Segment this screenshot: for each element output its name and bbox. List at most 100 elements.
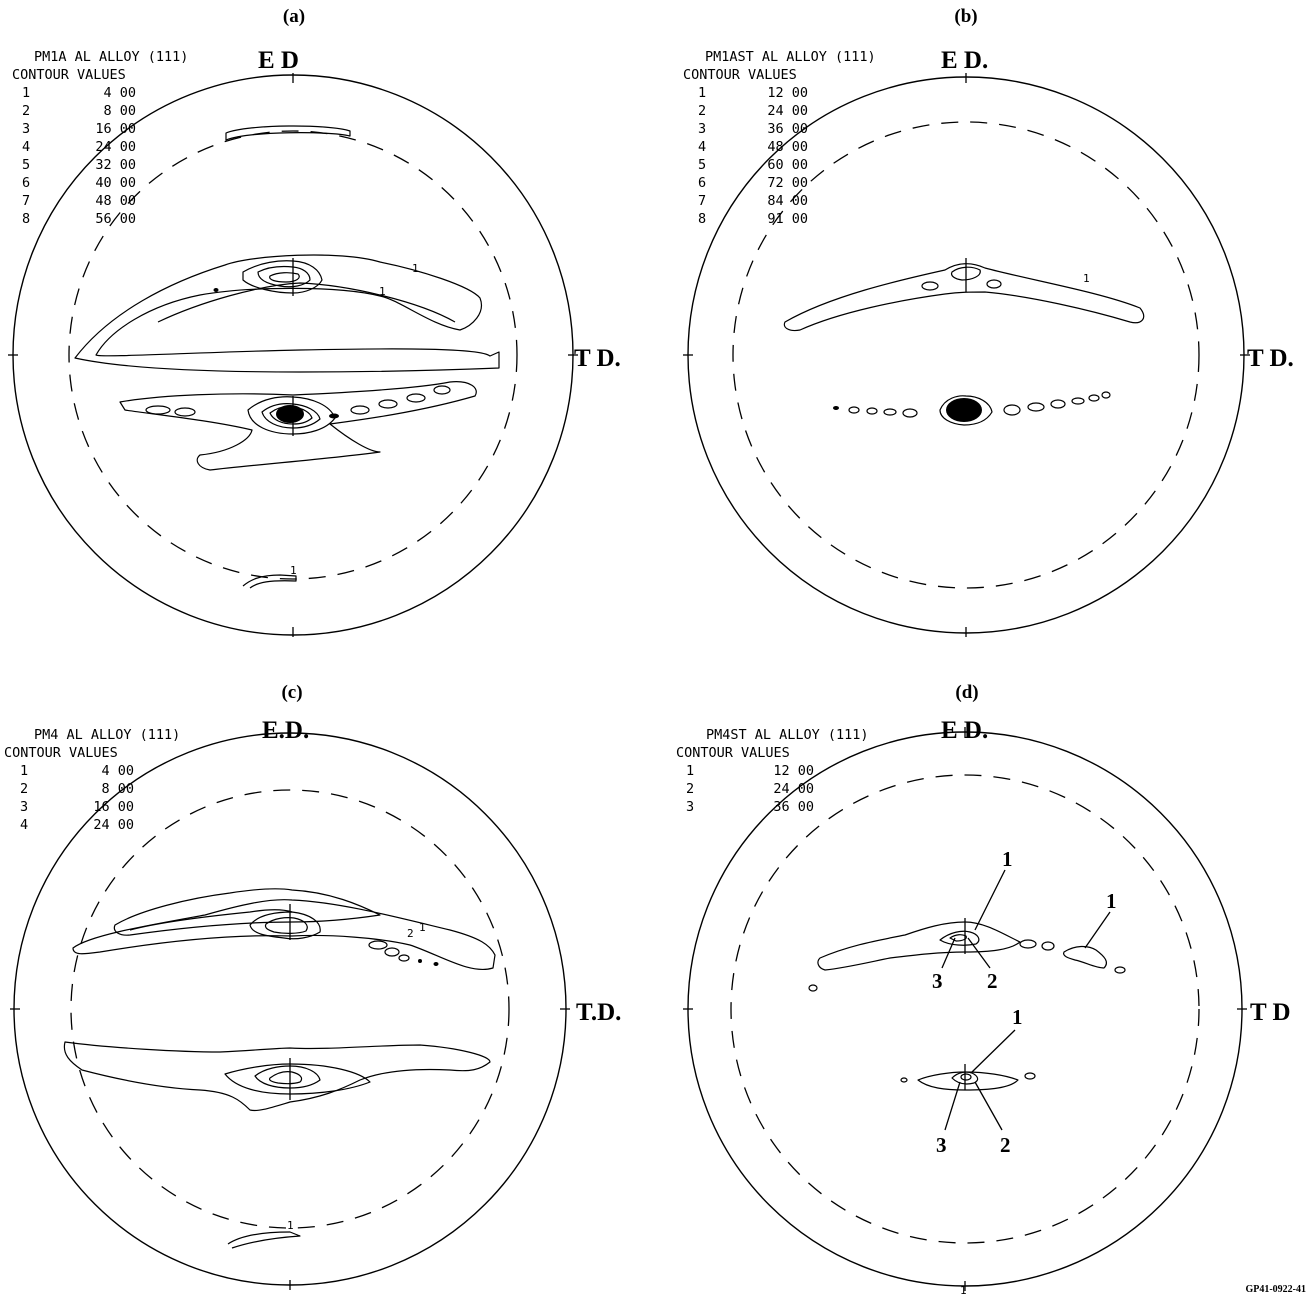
panel-a: (a) E D T D. PM1A AL ALLOY (111) CONTOUR… <box>8 6 621 637</box>
contour-peak <box>418 959 422 963</box>
contour-level: 8 <box>698 211 706 227</box>
callouts-d: 1 1 3 2 1 3 2 <box>932 847 1117 1157</box>
contour-mark: 1 <box>419 921 426 934</box>
contour-value: 36 00 <box>767 121 808 137</box>
contour-mark: 2 <box>407 927 414 940</box>
contour-level: 3 <box>698 121 706 137</box>
contour-mark: 1 <box>960 1284 967 1296</box>
contour-mark: 1 <box>412 262 419 275</box>
contour-line <box>817 921 1021 971</box>
contour-level: 6 <box>22 175 30 191</box>
contour-level: 4 <box>20 817 28 833</box>
callout-leader <box>941 937 956 969</box>
contour-level: 1 <box>698 85 706 101</box>
contour-line <box>242 260 323 294</box>
contour-line <box>1114 966 1126 974</box>
contour-peak <box>833 406 839 410</box>
contour-value: 4 00 <box>103 85 136 101</box>
contour-line <box>939 930 980 946</box>
contour-table-a: 1 4 00 2 8 00 3 16 00 4 24 00 5 32 00 6 … <box>22 85 136 227</box>
contour-line <box>227 1231 301 1249</box>
contour-line <box>883 408 897 416</box>
contour-value: 36 00 <box>773 799 814 815</box>
contour-line <box>1003 404 1021 416</box>
contour-value: 40 00 <box>95 175 136 191</box>
contour-line <box>157 282 456 323</box>
contour-line <box>268 1071 303 1085</box>
contour-value: 48 00 <box>767 139 808 155</box>
contour-line <box>960 1073 972 1081</box>
contour-table-c: 1 4 00 2 8 00 3 16 00 4 24 00 <box>20 763 134 833</box>
contour-line <box>254 1065 321 1089</box>
contour-level: 2 <box>22 103 30 119</box>
contour-line <box>74 254 500 373</box>
contours-b: 1 <box>783 258 1145 426</box>
contour-line <box>119 381 477 471</box>
callout-leader <box>967 937 991 969</box>
contour-line <box>129 909 293 931</box>
dashed-circle-a <box>68 130 518 580</box>
contour-level: 2 <box>686 781 694 797</box>
callout-leader <box>974 869 1006 931</box>
contour-line <box>939 395 993 426</box>
contour-value: 8 00 <box>103 103 136 119</box>
contour-line <box>783 263 1145 332</box>
axis-label-ed-b: E D. <box>941 47 988 74</box>
contours-a: 1 1 1 <box>74 125 500 589</box>
contour-line <box>249 911 321 940</box>
contour-mark: 1 <box>290 564 297 577</box>
contour-level: 3 <box>22 121 30 137</box>
contour-value: 8 00 <box>101 781 134 797</box>
contour-level: 4 <box>22 139 30 155</box>
contour-table-b: 1 12 00 2 24 00 3 36 00 4 48 00 5 60 00 … <box>698 85 808 227</box>
contour-line <box>269 272 300 283</box>
contour-level: 1 <box>20 763 28 779</box>
contour-line <box>257 265 311 288</box>
axis-label-td-d: T D <box>1250 999 1291 1026</box>
contour-line <box>951 1071 979 1085</box>
contour-line <box>63 1041 491 1112</box>
axis-label-ed-d: E D. <box>941 717 988 744</box>
pole-circle-c <box>13 732 567 1286</box>
contour-value: 84 00 <box>767 193 808 209</box>
contour-value: 24 00 <box>767 103 808 119</box>
callout-label: 3 <box>932 969 943 993</box>
contour-value: 12 00 <box>767 85 808 101</box>
contour-level: 5 <box>22 157 30 173</box>
dashed-circle-b <box>732 121 1200 589</box>
contour-line <box>225 125 351 141</box>
contour-level: 1 <box>22 85 30 101</box>
panel-c: (c) E.D. T.D. PM4 AL ALLOY (111) CONTOUR… <box>4 682 621 1290</box>
contour-line <box>398 954 410 962</box>
contour-line <box>350 405 370 415</box>
axis-label-td-c: T.D. <box>576 999 621 1026</box>
axis-label-ed-a: E D <box>258 47 299 74</box>
contour-line <box>902 408 918 418</box>
contour-line <box>1024 1072 1036 1080</box>
axis-label-td-b: T D. <box>1247 345 1294 372</box>
contour-line <box>917 1071 1019 1091</box>
contour-line <box>264 917 308 934</box>
contour-line <box>242 574 297 589</box>
contours-c: 2 1 1 <box>63 888 496 1249</box>
contour-value: 16 00 <box>95 121 136 137</box>
panel-title-b: PM1AST AL ALLOY (111) <box>705 49 876 65</box>
contour-value: 32 00 <box>95 157 136 173</box>
contour-line <box>848 406 860 414</box>
panel-title-d: PM4ST AL ALLOY (111) <box>706 727 869 743</box>
contour-level: 2 <box>698 103 706 119</box>
contour-level: 1 <box>686 763 694 779</box>
contour-line <box>433 385 451 395</box>
callout-leader <box>1084 911 1111 949</box>
contour-line <box>866 407 878 415</box>
contour-value: 12 00 <box>773 763 814 779</box>
contour-line <box>986 279 1002 289</box>
panel-label-d: (d) <box>955 682 978 703</box>
contour-peak <box>213 288 219 292</box>
callout-label: 2 <box>1000 1133 1011 1157</box>
contour-line <box>261 403 321 429</box>
panel-b: (b) E D. T D. PM1AST AL ALLOY (111) CONT… <box>683 6 1294 637</box>
axis-label-ed-c: E.D. <box>262 717 309 744</box>
callout-label: 1 <box>1012 1005 1023 1029</box>
